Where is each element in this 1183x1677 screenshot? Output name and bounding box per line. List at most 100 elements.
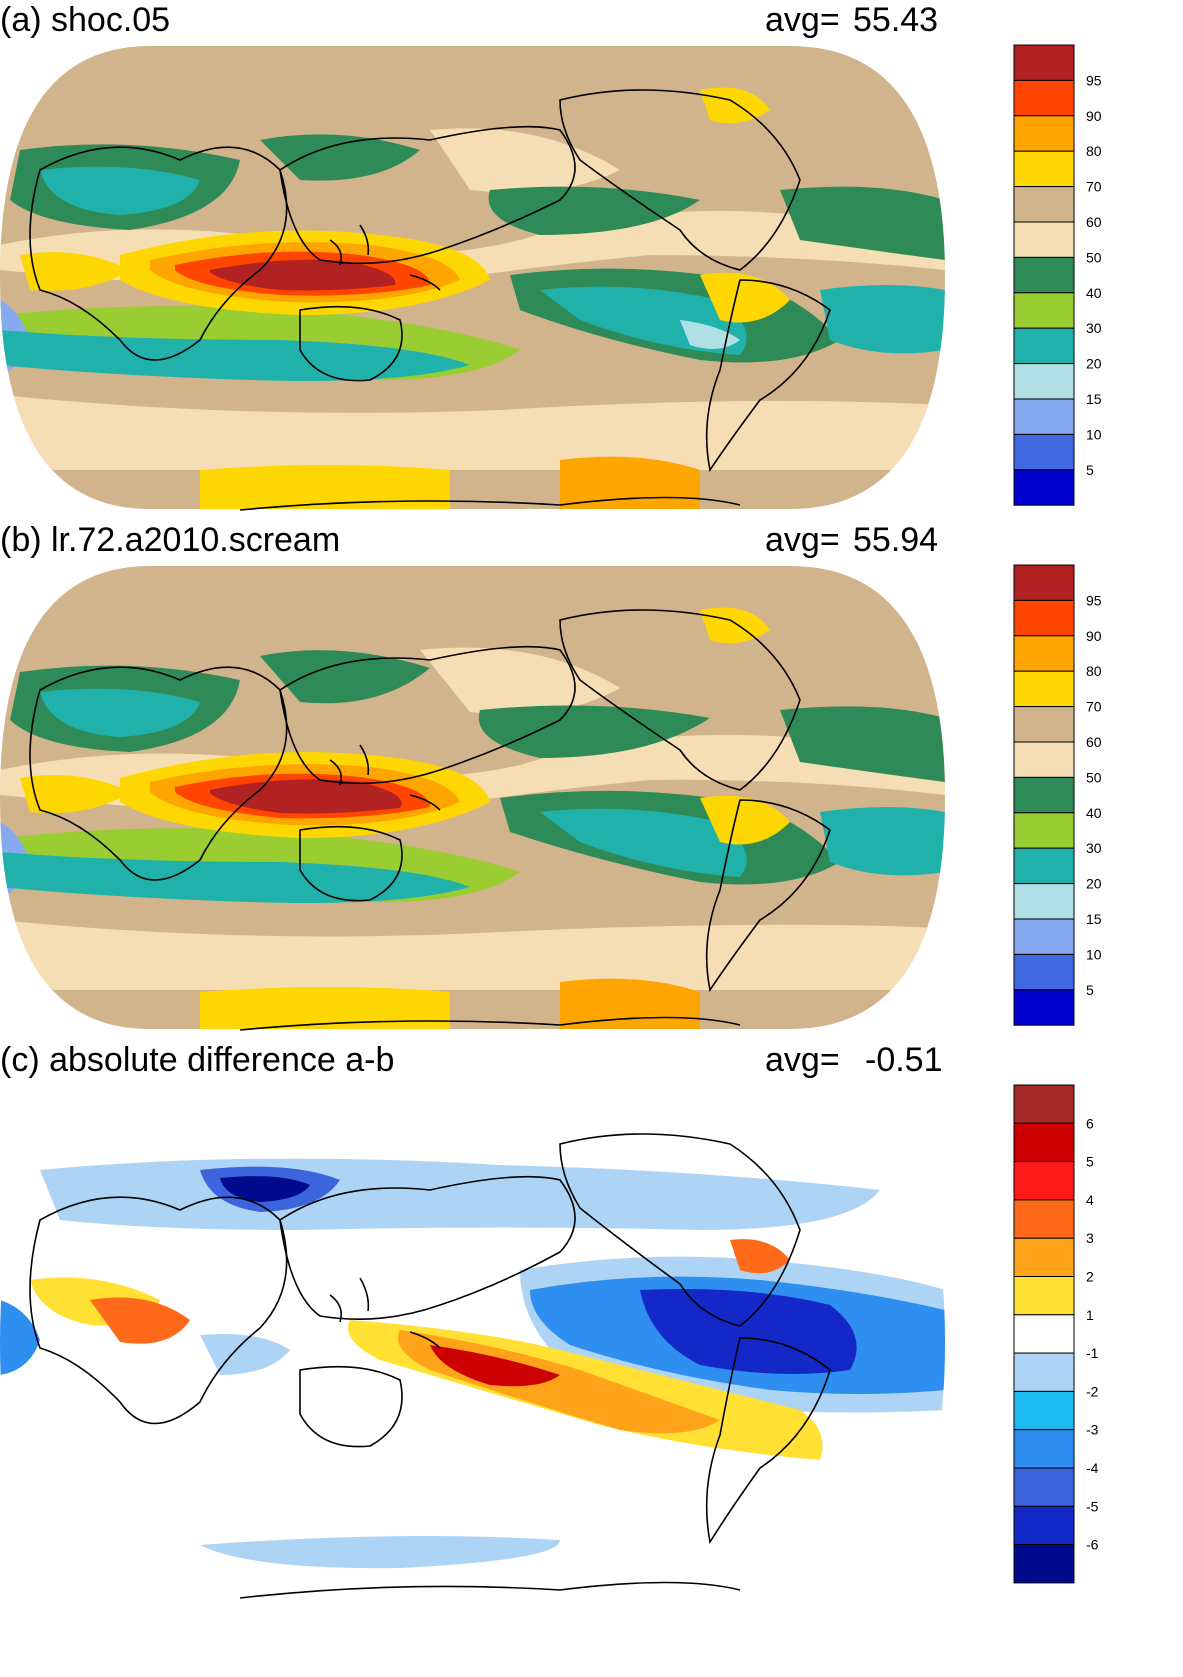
colorbar-tick-label: 90 bbox=[1086, 108, 1102, 124]
colorbar-tick-label: 1 bbox=[1086, 1307, 1094, 1323]
colorbar-swatch bbox=[1013, 1084, 1075, 1124]
panel-average: avg= 55.43 bbox=[765, 0, 938, 40]
field-region-minus1 bbox=[200, 1536, 560, 1569]
colorbar-swatch bbox=[1013, 79, 1075, 117]
cloud-map-b bbox=[0, 566, 945, 1031]
colorbar-swatch bbox=[1013, 469, 1075, 506]
field-region-50 bbox=[420, 647, 620, 715]
colorbar-swatch bbox=[1013, 433, 1075, 471]
colorbar-c: 6 5 4 3 2 1 -1 -2 -3 -4 -5 -6 bbox=[1013, 1084, 1099, 1584]
colorbar-swatch bbox=[1013, 221, 1075, 258]
colorbar-tick-label: 15 bbox=[1086, 911, 1102, 927]
avg-value: 55.43 bbox=[853, 1, 939, 39]
colorbar-swatch bbox=[1013, 1505, 1075, 1546]
colorbar-a: 95 90 80 70 60 50 40 30 20 15 10 5 bbox=[1013, 44, 1102, 506]
field-region-plus3 bbox=[730, 1239, 790, 1274]
field-region-20 bbox=[540, 808, 747, 877]
field-region-70 bbox=[700, 795, 790, 845]
field-region-70 bbox=[20, 775, 130, 814]
colorbar-tick-label: 70 bbox=[1086, 699, 1102, 715]
colorbar-swatch bbox=[1013, 363, 1075, 400]
colorbar-tick-label: 5 bbox=[1086, 1154, 1094, 1170]
coastlines bbox=[29, 609, 831, 1031]
field-region-70 bbox=[700, 272, 790, 323]
field-region-40 bbox=[260, 650, 430, 704]
colorbar-tick-label: 5 bbox=[1086, 462, 1094, 478]
colorbar-tick-label: -4 bbox=[1086, 1460, 1099, 1476]
colorbar-tick-label: 95 bbox=[1086, 592, 1102, 608]
field-region-40 bbox=[780, 186, 945, 260]
avg-value: 55.94 bbox=[853, 521, 939, 559]
colorbar-swatch bbox=[1013, 953, 1075, 991]
colorbar-tick-label: 50 bbox=[1086, 769, 1102, 785]
colorbar-tick-label: -6 bbox=[1086, 1537, 1099, 1553]
coastlines bbox=[29, 89, 831, 511]
field-region-minus3 bbox=[0, 1300, 40, 1375]
colorbar-tick-label: 6 bbox=[1086, 1115, 1094, 1131]
colorbar-tick-label: 80 bbox=[1086, 143, 1102, 159]
colorbar-swatch bbox=[1013, 44, 1075, 81]
colorbar-swatch bbox=[1013, 186, 1075, 223]
field-region-minus6 bbox=[220, 1176, 310, 1202]
colorbar-tick-label: -5 bbox=[1086, 1498, 1099, 1514]
colorbar-tick-label: 20 bbox=[1086, 356, 1102, 372]
colorbar-b: 95 90 80 70 60 50 40 30 20 15 10 5 bbox=[1013, 564, 1102, 1026]
colorbar-swatch bbox=[1013, 989, 1075, 1026]
colorbar-tick-label: 70 bbox=[1086, 179, 1102, 195]
panel-title: (c) absolute difference a-b bbox=[0, 1041, 395, 1079]
colorbar-swatch bbox=[1013, 398, 1075, 435]
colorbar-tick-label: 60 bbox=[1086, 214, 1102, 230]
panel-average: avg= 55.94 bbox=[765, 520, 938, 560]
colorbar-tick-label: 5 bbox=[1086, 982, 1094, 998]
field-region-50 bbox=[0, 920, 945, 990]
colorbar-tick-label: 30 bbox=[1086, 840, 1102, 856]
field-region-plus3 bbox=[90, 1297, 190, 1344]
field-region-plus5 bbox=[430, 1345, 560, 1387]
avg-label: avg= bbox=[765, 1, 840, 39]
colorbar-swatch bbox=[1013, 1314, 1075, 1354]
colorbar-swatch bbox=[1013, 1352, 1075, 1392]
cloud-map-c bbox=[0, 1086, 945, 1600]
colorbar-tick-label: -2 bbox=[1086, 1383, 1099, 1399]
colorbar-swatch bbox=[1013, 292, 1075, 329]
colorbar-swatch bbox=[1013, 741, 1075, 778]
cloud-map-a bbox=[0, 46, 945, 511]
field-region-40 bbox=[260, 134, 420, 181]
field-region-70 bbox=[700, 87, 770, 124]
panel-average: avg= -0.51 bbox=[765, 1040, 943, 1080]
colorbar-tick-label: 80 bbox=[1086, 663, 1102, 679]
field-region-20 bbox=[820, 285, 945, 354]
colorbar-swatch bbox=[1013, 1467, 1075, 1507]
field-region-40 bbox=[780, 706, 945, 782]
field-region-70 bbox=[200, 465, 450, 509]
panel-title: (a) shoc.05 bbox=[0, 1, 171, 39]
field-region-50 bbox=[430, 128, 620, 193]
field-region-20 bbox=[40, 688, 200, 737]
field-region-95 bbox=[210, 259, 396, 291]
avg-value: -0.51 bbox=[865, 1041, 943, 1079]
coastlines bbox=[29, 1133, 831, 1599]
colorbar-swatch bbox=[1013, 635, 1075, 672]
colorbar-swatch bbox=[1013, 776, 1075, 814]
field-region-70 bbox=[20, 252, 130, 291]
colorbar-swatch bbox=[1013, 327, 1075, 365]
colorbar-tick-label: 20 bbox=[1086, 876, 1102, 892]
colorbar-swatch bbox=[1013, 1276, 1075, 1316]
colorbar-swatch bbox=[1013, 918, 1075, 955]
colorbar-tick-label: 90 bbox=[1086, 628, 1102, 644]
colorbar-tick-label: 95 bbox=[1086, 72, 1102, 88]
colorbar-tick-label: -3 bbox=[1086, 1422, 1099, 1438]
field-region-80 bbox=[560, 456, 700, 509]
colorbar-tick-label: 50 bbox=[1086, 249, 1102, 265]
colorbar-swatch bbox=[1013, 1429, 1075, 1469]
colorbar-swatch bbox=[1013, 1544, 1075, 1584]
colorbar-tick-label: 15 bbox=[1086, 391, 1102, 407]
field-region-20 bbox=[820, 807, 945, 876]
avg-label: avg= bbox=[765, 521, 840, 559]
colorbar-swatch bbox=[1013, 1237, 1075, 1277]
avg-label: avg= bbox=[765, 1041, 840, 1079]
colorbar-swatch bbox=[1013, 564, 1075, 601]
colorbar-swatch bbox=[1013, 599, 1075, 637]
colorbar-swatch bbox=[1013, 670, 1075, 708]
field-region-70 bbox=[700, 607, 770, 644]
